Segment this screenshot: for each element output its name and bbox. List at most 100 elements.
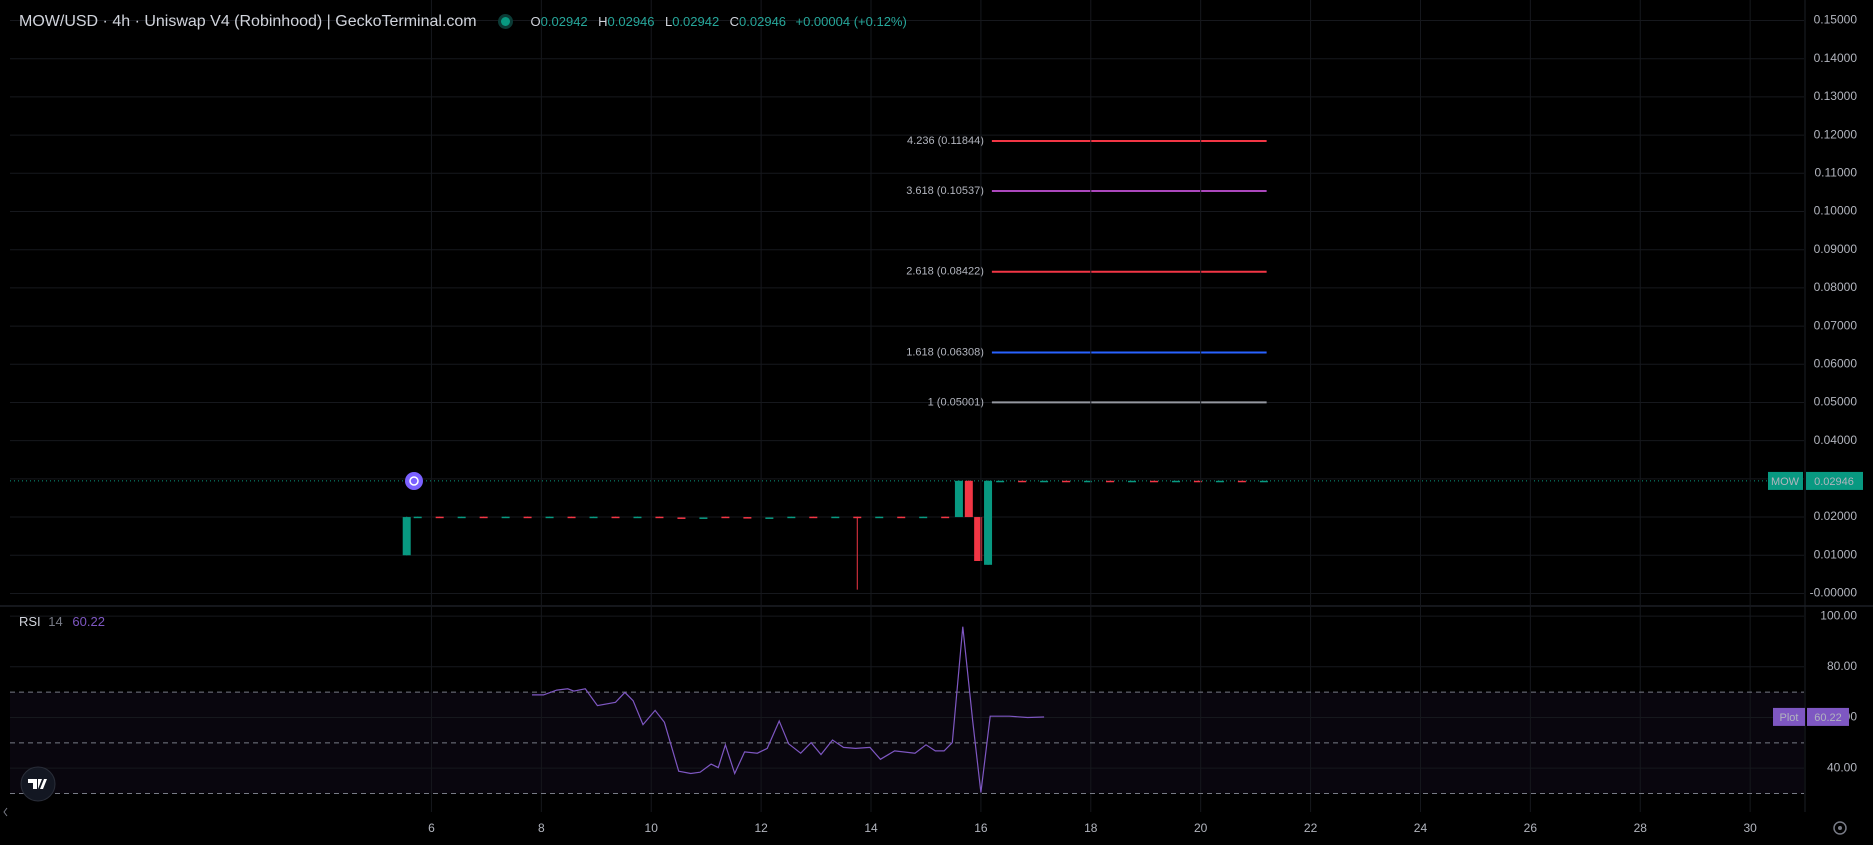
y-tick-label: -0.00000 [1810,586,1858,600]
candle-body [787,516,796,519]
candle-body [402,517,411,556]
ohlc-value: 0.02946 [739,14,787,29]
candle-body [1193,480,1202,483]
settings [1833,821,1847,835]
candle-body [996,480,1005,483]
x-tick-label: 14 [864,821,878,835]
ohlc-value: 0.02942 [540,14,588,29]
x-tick-label: 20 [1194,821,1208,835]
x-tick-label: 24 [1414,821,1428,835]
title: MOW/USD · 4h · Uniswap V4 (Robinhood) | … [19,13,477,30]
candle-body [589,516,598,519]
y-tick-label: 0.12000 [1814,127,1858,141]
rsi-line [532,626,1045,793]
y-tick-label: 0.01000 [1814,547,1858,561]
event-marker [405,472,423,490]
candle-body [1018,480,1027,483]
event-marker-icon [409,476,419,486]
candle-body [974,517,983,561]
candle-body [699,517,708,519]
candle-body [567,516,576,519]
y-tick-label: 0.02000 [1814,509,1858,523]
x-tick-label: 8 [538,821,545,835]
y-tick-label: 0.11000 [1815,165,1858,179]
candle-body [1215,480,1224,483]
y-tick-label: 40.00 [1827,760,1857,774]
status-dot [501,17,511,26]
candle-body [413,516,422,519]
fib-label: 2.618 (0.08422) [906,266,984,278]
fib-label: 1.618 (0.06308) [906,346,984,358]
y-tick-label: 0.15000 [1814,13,1858,27]
candle-body [435,516,444,519]
candle-body [677,517,686,519]
candle-body [523,516,532,519]
ohlc-value: 0.02942 [672,14,720,29]
candle-body [1237,480,1246,483]
candle-body [919,516,928,519]
x-tick-label: 12 [754,821,768,835]
x-tick-label: 30 [1743,821,1757,835]
ohlc-key: O [530,14,541,29]
x-tick-label: 6 [428,821,435,835]
candle-body [1106,480,1115,483]
y-tick-label: 0.10000 [1814,204,1858,218]
candle-body [1259,480,1268,483]
candle-body [1062,480,1071,483]
logo-mark [28,779,47,789]
rsi-value: 60.22 [72,614,105,629]
y-tick-label: 0.05000 [1814,395,1858,409]
candle-body [545,516,554,519]
y-tick-label: 0.08000 [1814,280,1858,294]
x-tick-label: 16 [974,821,988,835]
candle-body [743,517,752,519]
y-tick-label: 0.06000 [1814,356,1858,370]
x-tick-label: 28 [1634,821,1648,835]
y-tick-label: 0.13000 [1814,89,1858,103]
value-tag [1807,707,1849,726]
x-tick-label: 22 [1304,821,1318,835]
candle-body [765,517,774,519]
y-tick-label: 0.14000 [1814,51,1858,65]
candle-body [1084,480,1093,483]
candle-body [964,480,973,518]
x-tick-label: 26 [1524,821,1538,835]
settings-center [1838,826,1842,830]
candle-body [1171,480,1180,483]
ohlc-key: L [664,14,673,29]
candle-body [501,516,510,519]
candle-body [611,516,620,519]
candle-body [954,480,963,518]
candle-body [457,516,466,519]
candle-body [633,516,642,519]
candle-body [1040,480,1049,483]
rsi-length: 14 [48,614,63,629]
x-tick-label: 18 [1084,821,1098,835]
y-tick-label: 80.00 [1827,659,1857,673]
y-tick-label: 100.00 [1820,608,1857,622]
x-tick-label: 10 [645,821,659,835]
rsi-legend: RSI 14 60.22 [19,614,105,629]
candle-body [875,516,884,519]
candle-body [831,516,840,519]
value-label: 60.22 [1814,712,1842,724]
candle-body [1128,480,1137,483]
ohlc-key: C [729,14,740,29]
candle-body [897,516,906,519]
candle-body [853,516,862,519]
candle-body [809,516,818,519]
candle-body [1149,480,1158,483]
header: MOW/USD · 4h · Uniswap V4 (Robinhood) | … [19,13,907,31]
candle-body [984,480,993,565]
symbol-tag [1768,471,1803,490]
y-tick-label: 0.09000 [1814,242,1858,256]
ohlc-key: H [598,14,608,29]
candle-body [479,516,488,519]
fib-label: 1 (0.05001) [928,396,984,408]
series-tag [1773,707,1805,726]
candle-body [941,516,950,519]
y-tick-label: 0.07000 [1814,318,1858,332]
